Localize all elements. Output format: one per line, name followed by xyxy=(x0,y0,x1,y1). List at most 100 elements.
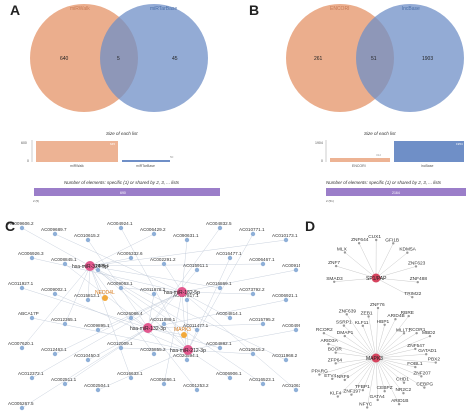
lncrna-node[interactable] xyxy=(118,225,124,231)
gene-node[interactable] xyxy=(420,375,423,378)
gene-node[interactable] xyxy=(392,242,395,245)
lncrna-node[interactable] xyxy=(260,321,266,327)
gene-node[interactable] xyxy=(406,251,409,254)
gene-node[interactable] xyxy=(342,324,346,327)
gene-node[interactable] xyxy=(343,378,346,382)
lncrna-node[interactable] xyxy=(19,345,25,351)
lncrna-node[interactable] xyxy=(283,237,289,243)
gene-node[interactable] xyxy=(357,242,361,245)
gene-node[interactable] xyxy=(415,331,418,335)
lncrna-node[interactable] xyxy=(128,375,134,381)
gene-node[interactable] xyxy=(343,334,346,338)
mirna-hub-node[interactable] xyxy=(177,287,187,297)
lncrna-node[interactable] xyxy=(194,387,200,393)
lncrna-node[interactable] xyxy=(161,381,167,387)
gene-node[interactable] xyxy=(428,334,432,338)
lncrna-node[interactable] xyxy=(194,327,200,333)
lncrna-node[interactable] xyxy=(260,261,266,267)
lncrna-node[interactable] xyxy=(293,327,299,333)
gene-node[interactable] xyxy=(414,265,418,268)
lncrna-node[interactable] xyxy=(293,267,299,273)
gene-node[interactable] xyxy=(402,392,405,395)
lncrna-node[interactable] xyxy=(29,315,35,321)
gene-node[interactable] xyxy=(402,332,406,335)
gene-node[interactable] xyxy=(376,398,379,402)
lncrna-node[interactable] xyxy=(62,381,68,387)
lncrna-node[interactable] xyxy=(85,237,91,243)
tf-hub-node[interactable] xyxy=(371,353,381,363)
lncrna-node[interactable] xyxy=(118,285,124,291)
gene-node[interactable] xyxy=(407,314,410,318)
gene-node[interactable] xyxy=(402,381,406,384)
gene-node[interactable] xyxy=(414,347,417,351)
lncrna-node[interactable] xyxy=(184,297,190,303)
lncrna-node[interactable] xyxy=(128,255,134,261)
lncrna-node[interactable] xyxy=(217,345,223,351)
gene-node[interactable] xyxy=(361,324,365,328)
gene-node[interactable] xyxy=(383,390,386,393)
mirna-hub-node[interactable] xyxy=(143,323,153,333)
lncrna-node[interactable] xyxy=(250,351,256,357)
gene-node[interactable] xyxy=(383,323,386,326)
tf-hub-node[interactable] xyxy=(371,273,381,283)
gene-node[interactable] xyxy=(423,386,426,389)
gene-node[interactable] xyxy=(416,280,419,284)
lncrna-node[interactable] xyxy=(52,231,58,237)
lncrna-node[interactable] xyxy=(19,285,25,291)
lncrna-node[interactable] xyxy=(227,255,233,261)
mirna-hub-node[interactable] xyxy=(85,261,95,271)
lncrna-node[interactable] xyxy=(283,357,289,363)
lncrna-node[interactable] xyxy=(19,225,25,231)
lncrna-node[interactable] xyxy=(29,255,35,261)
gene-node[interactable] xyxy=(361,388,365,392)
gene-node[interactable] xyxy=(367,315,370,318)
gene-node[interactable] xyxy=(331,377,334,381)
lncrna-node[interactable] xyxy=(250,291,256,297)
gene-node[interactable] xyxy=(411,295,414,299)
lncrna-node[interactable] xyxy=(293,387,299,393)
mrna-node[interactable] xyxy=(102,295,108,301)
lncrna-node[interactable] xyxy=(52,351,58,357)
gene-node[interactable] xyxy=(434,361,437,364)
lncrna-node[interactable] xyxy=(227,375,233,381)
gene-node[interactable] xyxy=(334,264,338,268)
gene-node[interactable] xyxy=(414,365,417,369)
gene-node[interactable] xyxy=(336,395,339,398)
lncrna-node[interactable] xyxy=(217,225,223,231)
lncrna-node[interactable] xyxy=(95,387,101,393)
lncrna-node[interactable] xyxy=(151,231,157,237)
lncrna-node[interactable] xyxy=(161,261,167,267)
gene-node[interactable] xyxy=(350,393,353,396)
lncrna-node[interactable] xyxy=(62,321,68,327)
mirna-hub-node[interactable] xyxy=(183,345,193,355)
lncrna-node[interactable] xyxy=(283,297,289,303)
gene-node[interactable] xyxy=(424,353,428,356)
gene-node[interactable] xyxy=(318,373,321,376)
lncrna-node[interactable] xyxy=(85,357,91,363)
gene-node[interactable] xyxy=(374,238,378,242)
lncrna-node[interactable] xyxy=(118,345,124,351)
gene-node[interactable] xyxy=(322,332,326,335)
gene-node[interactable] xyxy=(365,406,369,409)
lncrna-node[interactable] xyxy=(128,315,134,321)
lncrna-node[interactable] xyxy=(62,261,68,267)
lncrna-node[interactable] xyxy=(184,237,190,243)
mrna-node[interactable] xyxy=(181,332,187,338)
lncrna-node[interactable] xyxy=(194,267,200,273)
gene-node[interactable] xyxy=(394,318,397,321)
gene-node[interactable] xyxy=(376,306,380,310)
lncrna-node[interactable] xyxy=(184,357,190,363)
gene-node[interactable] xyxy=(333,280,336,283)
lncrna-node[interactable] xyxy=(227,315,233,321)
lncrna-node[interactable] xyxy=(19,405,25,411)
gene-node[interactable] xyxy=(334,362,337,365)
gene-node[interactable] xyxy=(397,402,401,406)
lncrna-node[interactable] xyxy=(161,321,167,327)
lncrna-node[interactable] xyxy=(250,231,256,237)
gene-node[interactable] xyxy=(327,342,330,346)
gene-node[interactable] xyxy=(334,351,337,354)
gene-node[interactable] xyxy=(345,313,348,316)
lncrna-node[interactable] xyxy=(85,297,91,303)
lncrna-node[interactable] xyxy=(217,285,223,291)
lncrna-node[interactable] xyxy=(260,381,266,387)
